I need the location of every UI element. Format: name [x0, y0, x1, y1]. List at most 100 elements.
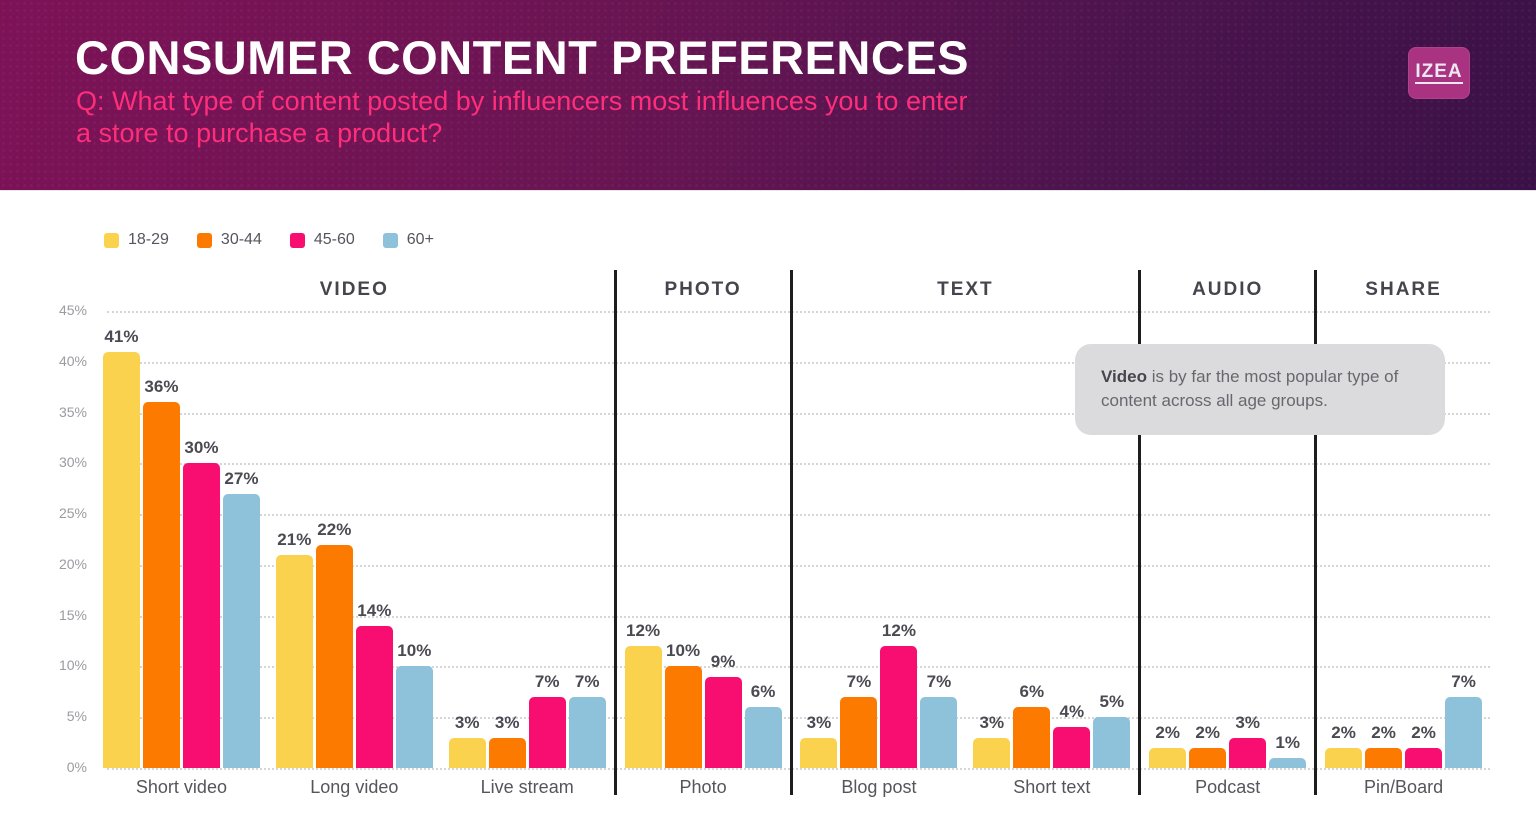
- category-label: Podcast: [1195, 777, 1261, 797]
- gridline: [107, 666, 1490, 669]
- bar-value-label: 12%: [881, 621, 916, 641]
- bar-value-label: 3%: [806, 712, 832, 732]
- section-title: TEXT: [937, 279, 994, 300]
- gridline: [107, 412, 1490, 415]
- bar-value-label: 3%: [454, 712, 480, 732]
- bar-60+: [395, 666, 433, 768]
- category-label: Blog post: [841, 777, 917, 797]
- section-share: SHARE 2% 2% 2% 7% Pin/Board: [1317, 270, 1490, 797]
- bar-group: 2% 2% 3% 1% Podcast: [1149, 712, 1307, 797]
- bar-18-29: [275, 554, 313, 768]
- bar-cell: 12%: [624, 621, 662, 768]
- bar-value-label: 5%: [1099, 692, 1125, 712]
- gridline: [107, 615, 1490, 618]
- y-tick-label: 25%: [58, 505, 87, 522]
- bar-cell: 1%: [1269, 732, 1307, 768]
- bar-value-label: 6%: [1019, 682, 1045, 702]
- bar-30-44: [1013, 707, 1051, 768]
- bar-value-label: 7%: [926, 671, 952, 691]
- bar-value-label: 2%: [1371, 722, 1396, 742]
- bar-value-label: 2%: [1195, 722, 1220, 742]
- bar-cell: 3%: [1229, 712, 1267, 768]
- bar-value-label: 2%: [1411, 722, 1436, 742]
- section-audio: AUDIO 2% 2% 3% 1% Podcast: [1141, 270, 1318, 797]
- bar-cell: 7%: [528, 671, 566, 768]
- bar-30-44: [315, 544, 353, 768]
- bar-60+: [920, 696, 958, 768]
- bar-value-label: 10%: [666, 641, 701, 661]
- legend-label: 60+: [406, 231, 434, 248]
- bar-value-label: 21%: [277, 529, 312, 549]
- bar-value-label: 3%: [1235, 712, 1260, 732]
- bar-value-label: 7%: [574, 671, 600, 691]
- bar-value-label: 1%: [1275, 732, 1300, 752]
- chart-sections: VIDEO 41% 36% 30% 27% Short video 21% 22% 14% 10%…: [95, 270, 1490, 797]
- bar-value-label: 6%: [750, 682, 776, 702]
- category-label: Live stream: [480, 777, 574, 797]
- category-label: Pin/Board: [1364, 777, 1444, 797]
- gridline: [107, 463, 1490, 466]
- bar-cell: 3%: [448, 712, 486, 768]
- gridline: [107, 514, 1490, 517]
- izea-logo: IZEA: [1408, 47, 1470, 99]
- bar-value-label: 7%: [846, 671, 872, 691]
- legend-item: 30-44: [196, 231, 262, 249]
- bar-cell: 10%: [395, 641, 433, 768]
- bar-cell: 22%: [315, 519, 353, 768]
- section-groups: 3% 7% 12% 7% Blog post 3% 6% 4% 5% Short text: [793, 311, 1139, 797]
- section-groups: 12% 10% 9% 6% Photo: [617, 311, 790, 797]
- bar-value-label: 4%: [1059, 702, 1085, 722]
- chart-legend: 18-29 30-44 45-60 60+: [104, 231, 434, 249]
- y-tick-label: 0%: [66, 759, 87, 776]
- category-label: Long video: [310, 777, 399, 797]
- legend-swatch: [382, 232, 398, 248]
- bar-cell: 3%: [800, 712, 838, 768]
- gridline: [107, 717, 1490, 720]
- bar-cell: 2%: [1365, 722, 1403, 768]
- bar-value-label: 36%: [144, 377, 179, 397]
- gridline: [107, 361, 1490, 364]
- section-text: TEXT 3% 7% 12% 7% Blog post 3% 6% 4% 5% Short text: [793, 270, 1142, 797]
- bar-cell: 2%: [1405, 722, 1443, 768]
- section-title: VIDEO: [319, 279, 389, 300]
- bar-30-44: [488, 737, 526, 768]
- legend-swatch: [289, 232, 305, 248]
- bar-45-60: [1405, 747, 1443, 768]
- bar-18-29: [102, 351, 140, 768]
- bar-18-29: [800, 737, 838, 768]
- category-label: Photo: [679, 777, 727, 797]
- legend-swatch: [196, 232, 212, 248]
- y-tick-label: 20%: [58, 556, 87, 573]
- legend-item: 18-29: [104, 231, 169, 249]
- legend-label: 18-29: [128, 231, 169, 248]
- bar-60+: [744, 707, 782, 768]
- bar-value-label: 30%: [184, 438, 219, 458]
- bar-cell: 2%: [1325, 723, 1363, 768]
- bar-cell: 14%: [355, 600, 393, 768]
- section-title: AUDIO: [1192, 279, 1264, 300]
- bar-18-29: [1325, 747, 1363, 768]
- bar-30-44: [840, 696, 878, 768]
- bar-value-label: 14%: [357, 600, 392, 620]
- bar-45-60: [182, 463, 220, 768]
- y-tick-label: 35%: [58, 403, 87, 420]
- bar-group: 2% 2% 2% 7% Pin/Board: [1325, 672, 1483, 797]
- legend-swatch: [104, 232, 119, 248]
- bar-60+: [222, 493, 260, 768]
- bar-60+: [1269, 757, 1307, 768]
- bar-value-label: 7%: [534, 671, 560, 691]
- bar-value-label: 22%: [317, 519, 352, 539]
- bar-cell: 7%: [920, 671, 958, 768]
- bar-18-29: [624, 646, 662, 768]
- bar-cell: 7%: [840, 671, 878, 768]
- bar-45-60: [355, 625, 393, 768]
- category-label: Short video: [135, 777, 227, 797]
- insight-callout: Video is by far the most popular type of…: [1075, 344, 1445, 435]
- y-tick-label: 45%: [58, 302, 87, 319]
- bar-value-label: 12%: [626, 621, 661, 641]
- bar-value-label: 9%: [710, 651, 736, 671]
- bar-cell: 30%: [182, 438, 220, 768]
- bar-cell: 9%: [704, 651, 742, 768]
- section-groups: 2% 2% 2% 7% Pin/Board: [1317, 311, 1490, 797]
- section-title: PHOTO: [664, 279, 742, 300]
